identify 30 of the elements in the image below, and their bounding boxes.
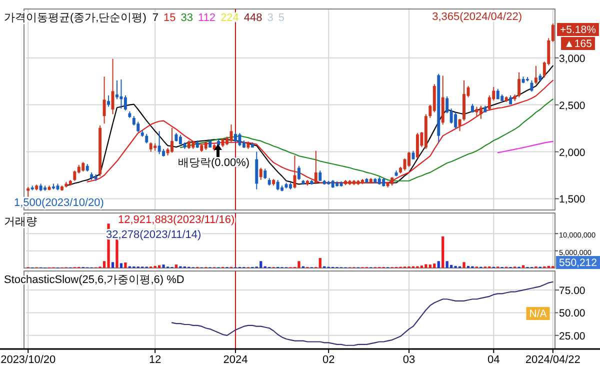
- y-tick-label: 2,000: [559, 146, 586, 159]
- y-tick-label: 50.00: [559, 308, 586, 320]
- text: +5.18%: [560, 24, 596, 36]
- legend-label: 5: [278, 12, 285, 24]
- x-tick-label: 04: [488, 354, 500, 366]
- chart-title: 거래량: [4, 216, 37, 228]
- text: 15: [164, 12, 176, 24]
- annotation: 12,921,883(2023/11/16): [118, 214, 235, 226]
- chart-title: StochasticSlow(25,6,가중이평,6) %D: [4, 274, 184, 286]
- legend-title: 가격이동평균(종가,단순이평): [4, 12, 146, 24]
- text: ▲165: [564, 38, 592, 50]
- x-tick-label: 2023/10/20: [0, 354, 56, 366]
- x-tick-label: 2024/04/22: [525, 354, 580, 366]
- y-tick-label: 75.00: [559, 285, 586, 298]
- legend-label: 448: [244, 12, 262, 24]
- legend-label: 3: [267, 12, 274, 24]
- x-tick-label: 2024: [223, 354, 248, 366]
- annotation: N/A: [529, 308, 547, 320]
- y-tick-label: 1,500: [559, 194, 586, 206]
- x-tick-label: 03: [402, 354, 416, 366]
- annotation: 3,365(2024/04/22): [432, 11, 522, 23]
- y-tick-label: 25.00: [559, 330, 586, 342]
- x-tick-label: 12: [148, 354, 162, 366]
- y-tick-label: 3,000: [559, 52, 586, 65]
- y-tick-label: 2,500: [559, 100, 586, 112]
- text: 112: [198, 12, 216, 24]
- text: 7: [152, 12, 159, 24]
- x-tick-label: 02: [322, 354, 335, 366]
- text: 550,212: [559, 257, 598, 269]
- text: 33: [180, 12, 194, 24]
